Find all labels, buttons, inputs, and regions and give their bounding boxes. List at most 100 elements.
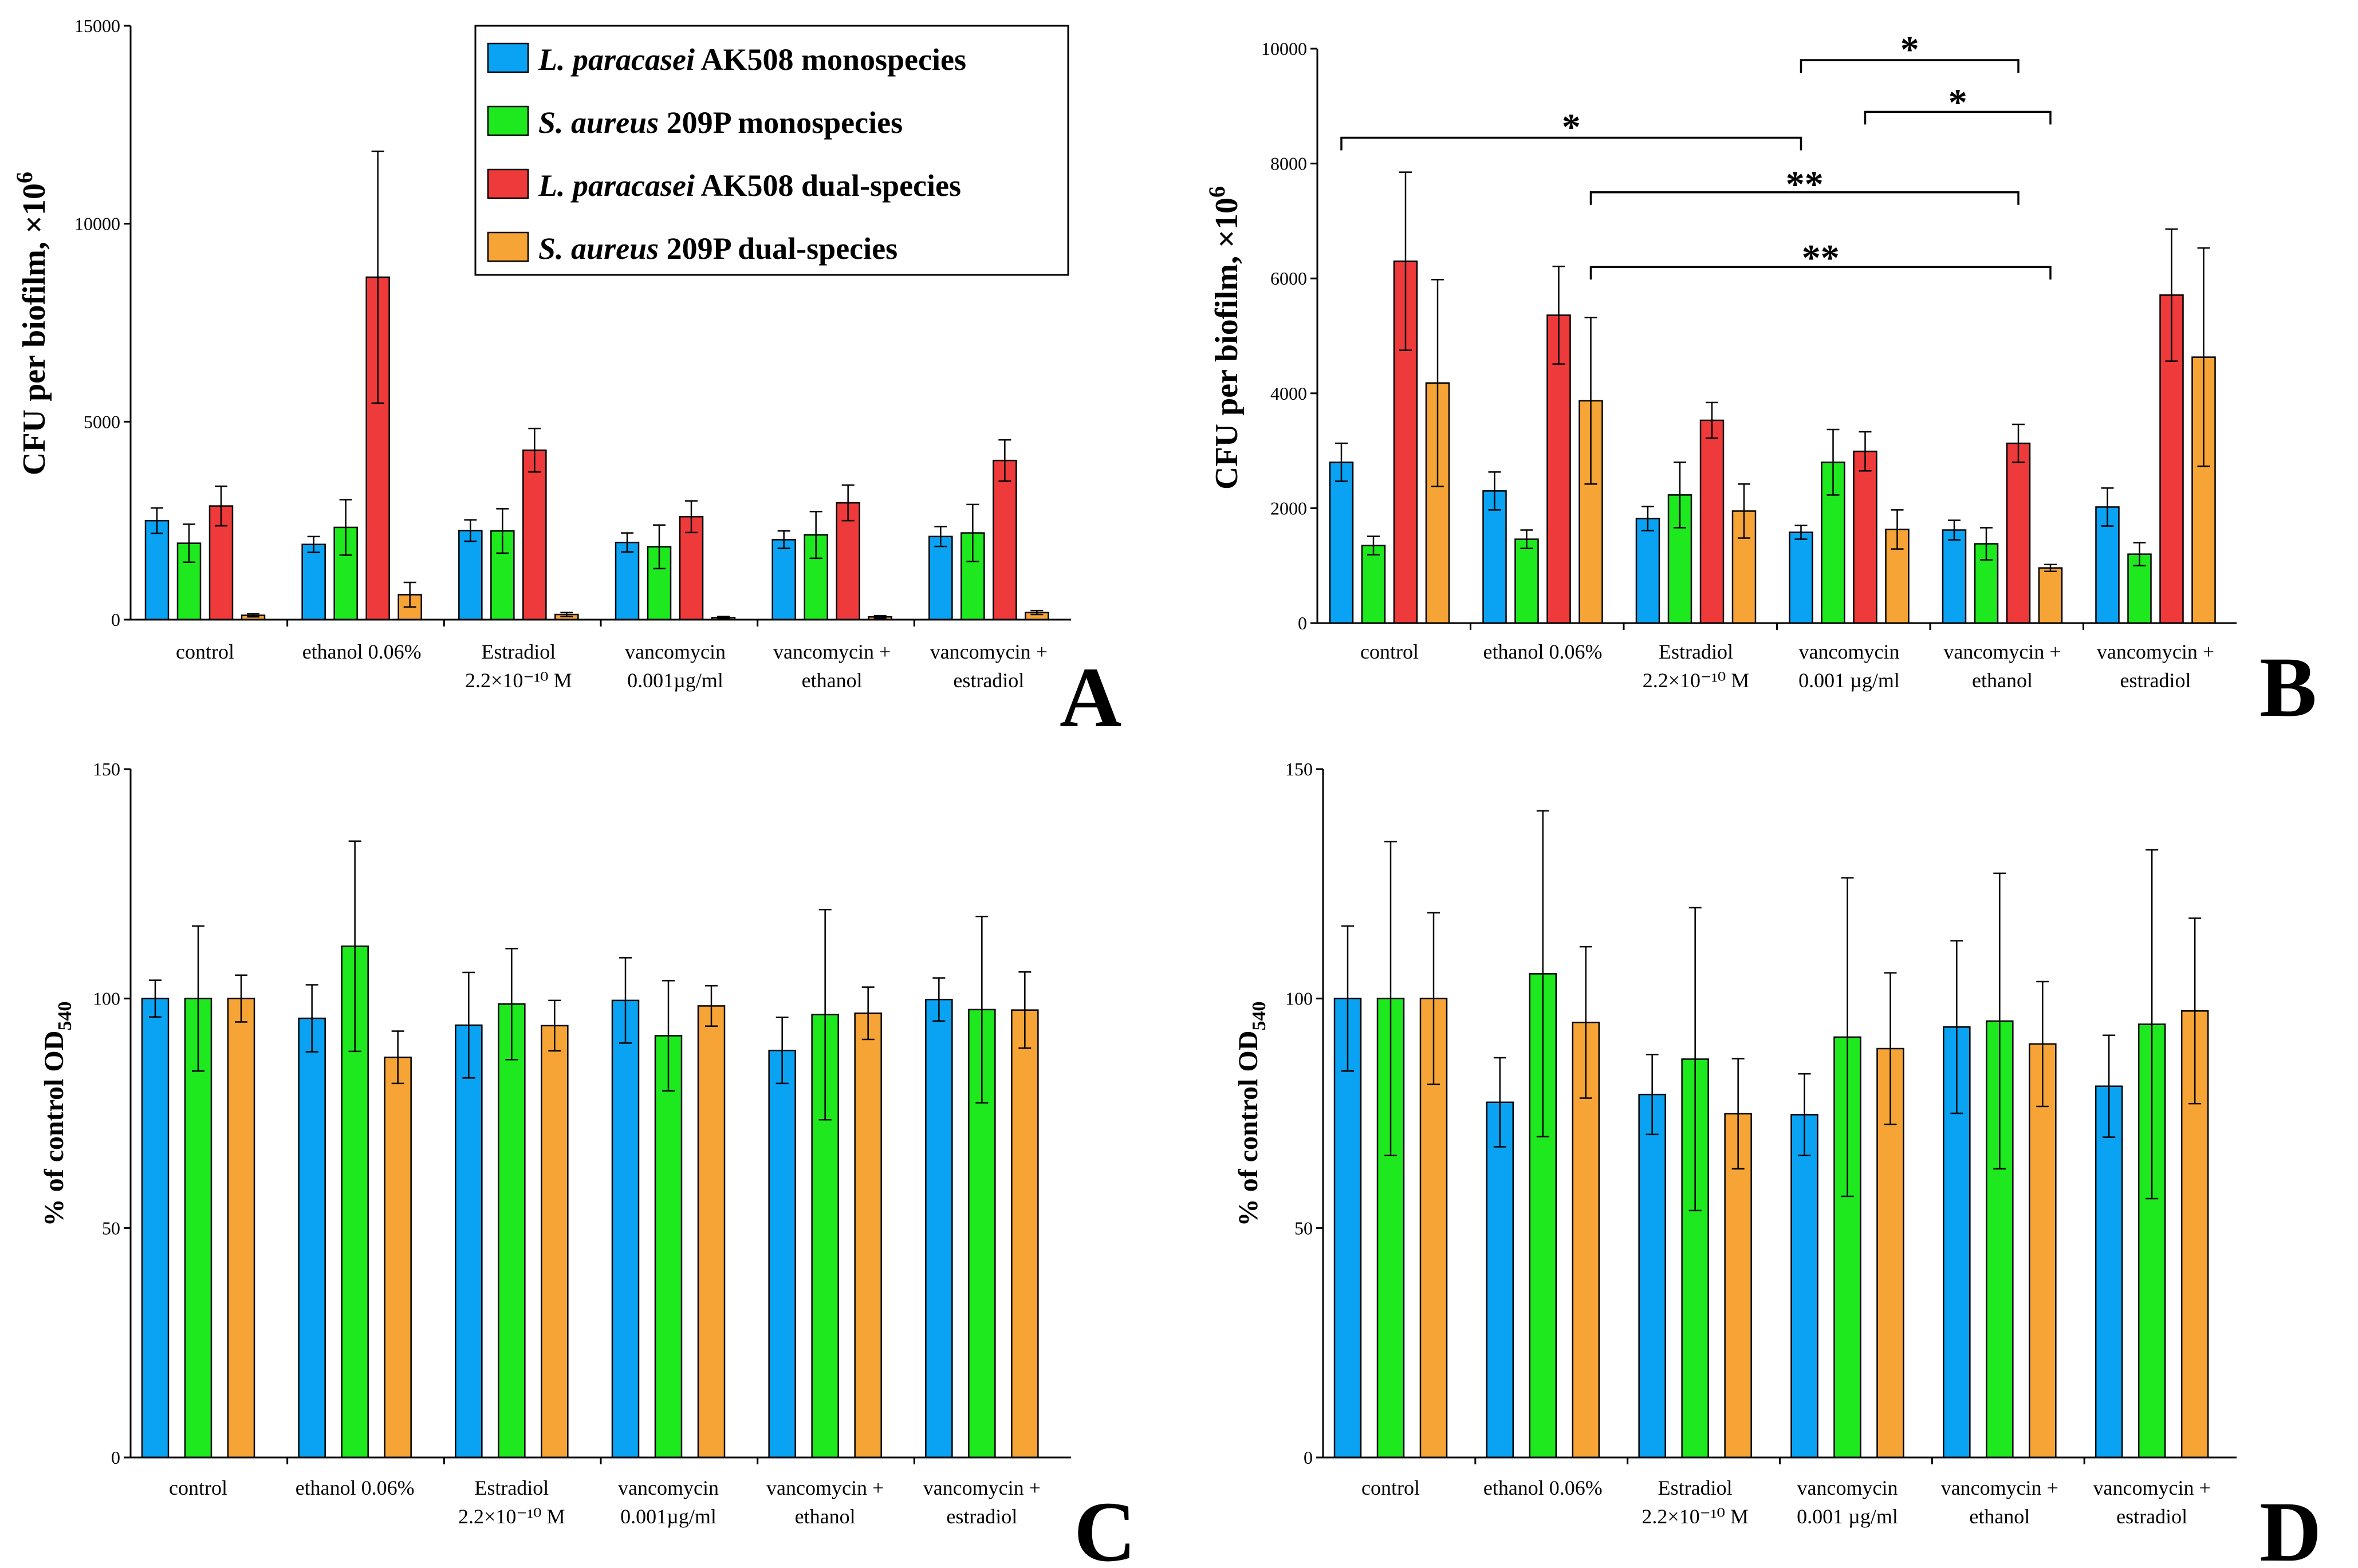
significance-bracket: [1589, 266, 2052, 280]
bar: [1699, 419, 1725, 624]
category-label: estradiol: [946, 1505, 1017, 1528]
significance-label: *: [1900, 29, 1919, 70]
y-tick-label: 2000: [1270, 498, 1307, 518]
category-label: ethanol: [795, 1505, 856, 1528]
legend-species: L. paracasei: [538, 42, 695, 77]
panel-a: 0 5000 10000 15000 control ethanol 0.06% Estra…: [11, 15, 1071, 692]
bar: [455, 1024, 483, 1459]
panel-b: 0 2000 4000 6000 8000 10000 control ethanol 0.0…: [1204, 29, 2237, 692]
legend: L. paracasei AK508 monospecies S. aureus…: [474, 25, 1069, 276]
bar: [768, 1049, 796, 1459]
category-label: ethanol: [802, 669, 863, 692]
category-label: vancomycin +: [2093, 1476, 2211, 1499]
category-label: vancomycin: [618, 1476, 719, 1499]
category-label: vancomycin +: [2097, 640, 2214, 663]
category-label: ethanol: [1969, 1505, 2030, 1528]
bar: [1853, 450, 1877, 624]
bar: [854, 1012, 882, 1459]
bar: [458, 530, 483, 621]
category-label: estradiol: [953, 669, 1024, 692]
category-label: estradiol: [2116, 1505, 2187, 1528]
category-label: control: [176, 640, 234, 663]
legend-entry: L. paracasei AK508 monospecies: [487, 42, 966, 77]
bar: [522, 449, 547, 621]
bar: [654, 1035, 683, 1459]
y-axis-label-superscript: 6: [11, 172, 37, 183]
legend-label: L. paracasei AK508 monospecies: [538, 42, 966, 77]
y-axis-label-main: CFU per biofilm, ×10: [1209, 198, 1245, 490]
legend-strain: AK508 monospecies: [695, 42, 966, 77]
bar: [2038, 567, 2063, 624]
bar: [1724, 1113, 1752, 1459]
panel-c: 0 50 100 150 control ethanol 0.06% Estradiol 2.…: [39, 759, 1071, 1528]
significance-bracket: [1589, 191, 2020, 205]
bar: [1011, 1009, 1039, 1459]
category-label: Estradiol: [474, 1476, 549, 1499]
bar: [1546, 314, 1571, 624]
y-axis-label-main: CFU per biofilm, ×10: [17, 183, 52, 475]
category-label: Estradiol: [1659, 640, 1733, 663]
y-tick-label: 5000: [84, 411, 120, 432]
legend-strain: AK508 dual-species: [695, 168, 961, 203]
bar: [771, 539, 796, 621]
category-label: 2.2×10⁻¹⁰ M: [458, 1505, 565, 1528]
y-tick-label: 100: [1285, 988, 1313, 1009]
legend-box: [474, 25, 1069, 276]
bar: [184, 998, 212, 1459]
bar: [144, 519, 170, 621]
bar: [993, 459, 1017, 621]
category-label: Estradiol: [1658, 1476, 1733, 1499]
category-label: 0.001µg/ml: [627, 669, 723, 692]
category-label: 2.2×10⁻¹⁰ M: [1641, 1505, 1749, 1528]
category-label: ethanol 0.06%: [296, 1476, 415, 1499]
category-label: ethanol 0.06%: [1483, 640, 1603, 663]
bar: [925, 999, 953, 1459]
significance-label: *: [1948, 81, 1967, 123]
bar: [2095, 1085, 2123, 1459]
category-label: Estradiol: [481, 640, 556, 663]
legend-strain: 209P dual-species: [659, 231, 897, 266]
bar: [2029, 1043, 2057, 1459]
category-label: 2.2×10⁻¹⁰ M: [465, 669, 572, 692]
y-tick-label: 0: [111, 609, 120, 630]
y-axis-label: % of control OD540: [1233, 1002, 1270, 1227]
category-label: 0.001 µg/ml: [1798, 669, 1900, 692]
bar: [679, 516, 704, 621]
significance-label: *: [1562, 106, 1581, 148]
y-axis-label-main: % of control OD: [39, 1031, 69, 1227]
y-tick-label: 150: [93, 759, 120, 779]
y-tick-label: 0: [1298, 613, 1307, 633]
y-tick-label: 10000: [74, 214, 120, 234]
panel-letter-d: D: [2259, 1484, 2321, 1568]
panel-letter-a: A: [1060, 650, 1121, 745]
y-tick-label: 4000: [1270, 383, 1307, 404]
y-tick-label: 0: [1304, 1447, 1313, 1468]
y-axis-label: CFU per biofilm, ×106: [1204, 186, 1245, 490]
bar: [615, 541, 640, 621]
significance-bracket: [1800, 59, 2020, 73]
significance-label: **: [1786, 164, 1824, 206]
category-label: vancomycin +: [930, 640, 1048, 663]
legend-species: L. paracasei: [538, 168, 695, 203]
y-tick-label: 50: [1294, 1218, 1313, 1238]
bar: [1486, 1101, 1514, 1459]
y-axis-label: % of control OD540: [39, 1002, 76, 1227]
bar: [298, 1017, 326, 1459]
bar: [1482, 490, 1507, 624]
category-label: estradiol: [2120, 669, 2191, 692]
bar: [1942, 529, 1967, 624]
legend-species: S. aureus: [538, 231, 659, 266]
bar: [1514, 538, 1539, 624]
bar: [2006, 442, 2031, 624]
legend-label: L. paracasei AK508 dual-species: [538, 168, 961, 203]
category-label: vancomycin: [1797, 1476, 1898, 1499]
legend-species: S. aureus: [538, 105, 659, 140]
bar: [498, 1003, 526, 1459]
category-label: vancomycin +: [923, 1476, 1041, 1499]
y-tick-label: 10000: [1261, 38, 1307, 59]
legend-swatch-l-paracasei-mono: [487, 42, 529, 73]
category-label: vancomycin: [1799, 640, 1900, 663]
bar: [1361, 545, 1386, 624]
y-tick-label: 50: [102, 1218, 120, 1238]
